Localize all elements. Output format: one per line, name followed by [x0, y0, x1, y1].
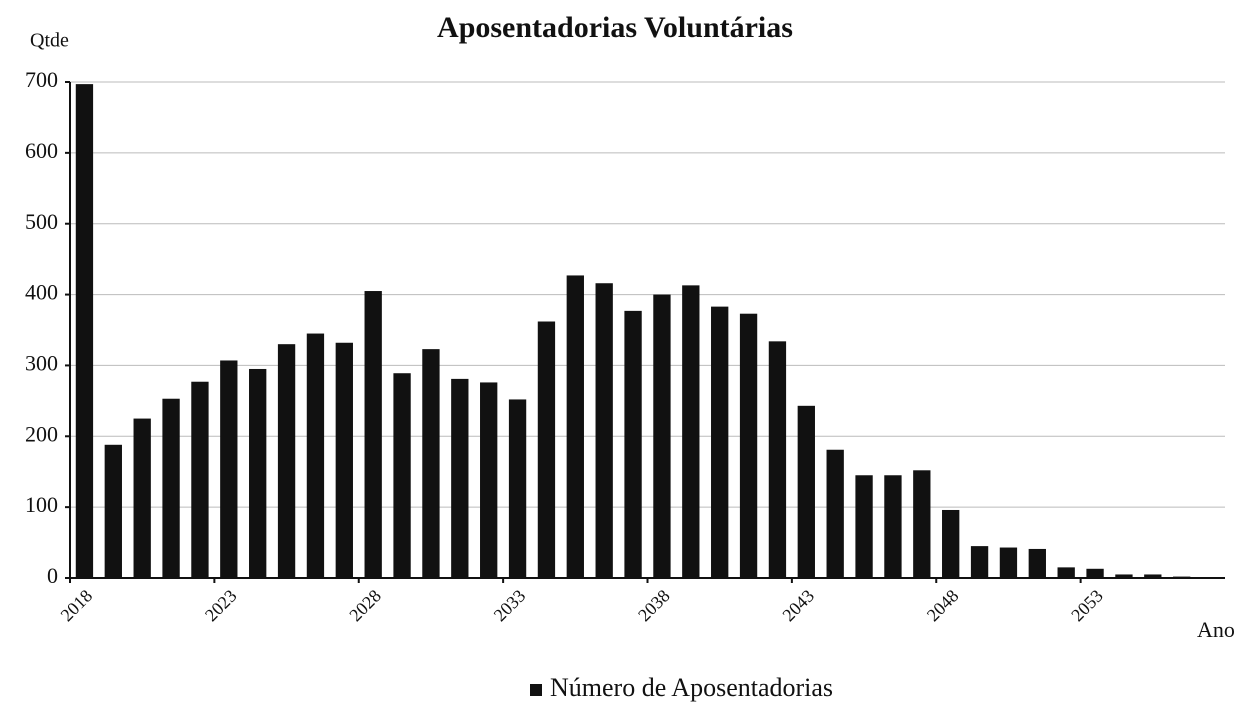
bar	[1028, 548, 1046, 578]
x-tick-label: 2023	[201, 586, 241, 626]
y-tick-label: 500	[25, 209, 58, 234]
bar	[335, 342, 353, 578]
y-tick-label: 600	[25, 138, 58, 163]
bar	[942, 509, 960, 578]
bar	[75, 84, 94, 578]
bar	[191, 381, 209, 578]
bar	[393, 373, 411, 578]
bar	[913, 470, 931, 578]
bar	[682, 285, 700, 578]
x-tick-label: 2038	[634, 586, 674, 626]
bar	[1057, 567, 1075, 578]
bar	[480, 382, 498, 578]
bar	[970, 546, 989, 578]
legend-swatch	[530, 684, 542, 696]
x-tick-label: 2033	[490, 586, 530, 626]
x-tick-label: 2048	[923, 586, 963, 626]
bar	[624, 310, 642, 578]
bar	[133, 418, 151, 578]
bar	[1115, 574, 1133, 578]
bar	[104, 444, 122, 578]
bar	[306, 333, 325, 578]
y-tick-label: 100	[25, 492, 58, 517]
bar	[364, 291, 382, 578]
y-tick-label: 0	[47, 563, 58, 588]
y-tick-label: 200	[25, 421, 58, 446]
bar	[711, 306, 729, 578]
bar	[537, 321, 556, 578]
x-tick-label: 2028	[345, 586, 385, 626]
x-tick-label: 2043	[778, 586, 818, 626]
bar	[855, 475, 873, 578]
y-tick-label: 700	[25, 67, 58, 92]
y-axis-label: Qtde	[30, 30, 69, 52]
bar	[566, 275, 584, 578]
bar	[277, 344, 296, 578]
bar	[162, 398, 180, 578]
legend-label: Número de Aposentadorias	[550, 673, 833, 702]
bar	[739, 313, 758, 578]
bar	[595, 283, 613, 578]
bar	[653, 294, 671, 578]
bar	[1086, 568, 1104, 578]
x-tick-label: 2018	[57, 586, 97, 626]
bar	[1173, 576, 1191, 578]
x-axis-label: Ano	[1197, 617, 1235, 642]
bar	[999, 547, 1018, 578]
bar	[884, 475, 902, 578]
bar	[249, 368, 267, 578]
bar	[1144, 574, 1162, 578]
bar	[826, 449, 844, 578]
x-tick-label: 2053	[1067, 586, 1107, 626]
bar	[451, 378, 469, 578]
y-tick-label: 300	[25, 350, 58, 375]
bar	[508, 399, 527, 578]
y-tick-label: 400	[25, 280, 58, 305]
bar	[768, 341, 787, 578]
chart-title: Aposentadorias Voluntárias	[437, 11, 793, 44]
bar	[1201, 577, 1220, 578]
bar	[220, 360, 238, 578]
bar	[797, 405, 815, 578]
bar	[422, 349, 440, 578]
